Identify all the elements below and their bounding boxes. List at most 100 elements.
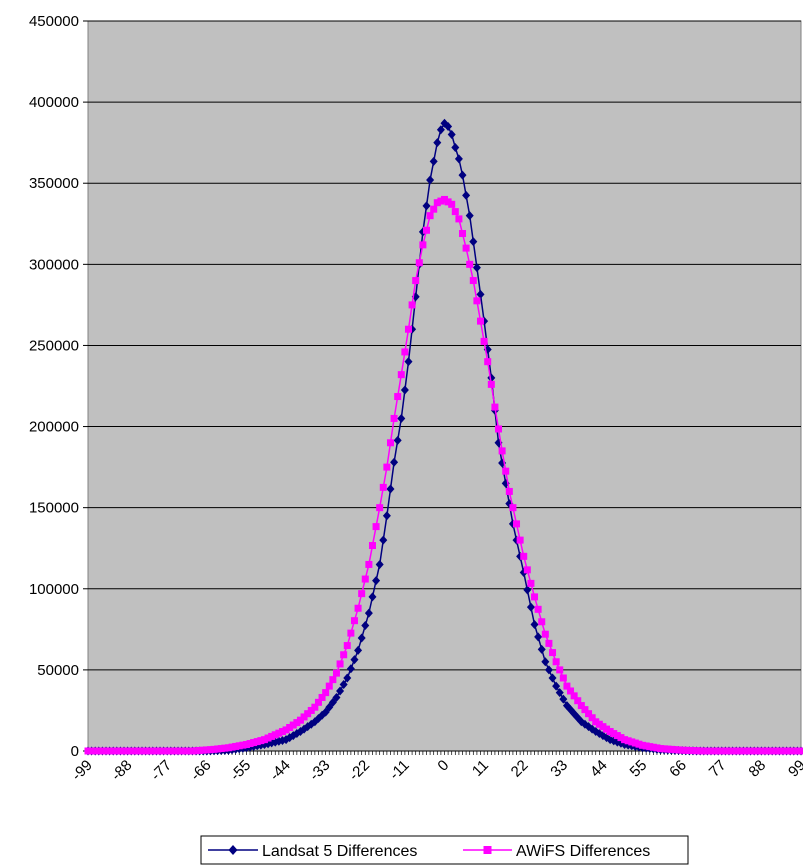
data-point <box>134 747 142 755</box>
x-tick-label: -99 <box>68 757 95 784</box>
data-point <box>120 747 128 755</box>
data-point <box>534 605 542 613</box>
data-point <box>513 520 521 528</box>
data-point <box>537 644 546 654</box>
data-point <box>707 747 715 755</box>
data-point <box>257 737 265 745</box>
data-point <box>649 743 657 751</box>
data-point <box>487 380 495 388</box>
data-point <box>358 590 366 598</box>
data-point <box>545 639 553 647</box>
data-point <box>192 747 200 755</box>
data-point <box>642 742 650 750</box>
data-point <box>444 121 453 131</box>
data-point <box>462 190 471 200</box>
data-point <box>271 731 279 739</box>
data-point <box>361 621 370 631</box>
data-point <box>653 744 661 752</box>
data-point <box>91 747 99 755</box>
data-point <box>714 747 722 755</box>
data-point <box>322 689 330 697</box>
data-point <box>502 467 510 475</box>
data-point <box>336 686 345 696</box>
data-point <box>523 585 532 595</box>
legend-marker <box>228 845 238 855</box>
data-point <box>754 747 762 755</box>
data-point <box>376 504 384 512</box>
data-point <box>667 745 675 753</box>
data-point <box>646 743 654 751</box>
data-point <box>732 747 740 755</box>
data-point <box>505 487 513 495</box>
data-point <box>484 358 492 366</box>
data-point <box>116 747 124 755</box>
x-axis: -99 -88 -77 -66 -55 -44 -33 -22 -11 0 11 22 33 44 55 66… <box>68 750 803 784</box>
data-point <box>364 608 373 618</box>
data-point <box>729 747 737 755</box>
x-tick-label: 77 <box>706 757 730 781</box>
data-point <box>541 630 549 638</box>
data-point <box>264 734 272 742</box>
data-point <box>138 747 146 755</box>
data-point <box>206 746 214 754</box>
data-point <box>689 747 697 755</box>
data-point <box>174 747 182 755</box>
grid-lines <box>88 20 801 671</box>
data-point <box>397 371 405 379</box>
x-tick-label: -11 <box>386 757 413 784</box>
y-tick-label: 400000 <box>29 94 79 111</box>
x-tick-label: 33 <box>547 757 571 781</box>
data-point <box>170 747 178 755</box>
data-point <box>235 742 243 750</box>
data-point <box>419 241 427 249</box>
data-point <box>448 200 456 208</box>
data-point <box>585 710 593 718</box>
data-point <box>167 747 175 755</box>
data-point <box>700 747 708 755</box>
data-point <box>621 736 629 744</box>
legend-items: Landsat 5 Differences AWiFS Differences <box>208 843 650 860</box>
data-point <box>239 741 247 749</box>
data-point <box>476 289 485 299</box>
data-point <box>372 576 381 586</box>
data-point <box>447 130 456 140</box>
data-point <box>768 747 776 755</box>
data-point <box>454 154 463 164</box>
data-point <box>556 666 564 674</box>
x-tick-label: -44 <box>267 757 294 784</box>
data-point <box>599 723 607 731</box>
data-point <box>441 195 448 203</box>
data-point <box>531 593 539 601</box>
data-point <box>224 744 232 752</box>
data-point <box>526 602 535 612</box>
data-point <box>304 710 312 718</box>
data-point <box>465 211 474 221</box>
data-point <box>567 687 575 695</box>
data-point <box>109 747 117 755</box>
data-point <box>142 747 150 755</box>
data-point <box>361 575 369 583</box>
data-point <box>797 747 803 755</box>
data-point <box>340 651 348 659</box>
data-point <box>444 198 452 206</box>
data-point <box>498 447 506 455</box>
data-point <box>581 706 589 714</box>
x-tick-label: 55 <box>627 757 651 781</box>
data-point <box>95 747 103 755</box>
data-point <box>408 301 416 309</box>
data-point <box>311 703 319 711</box>
data-point <box>357 633 366 643</box>
data-point <box>318 693 326 701</box>
data-point <box>786 747 794 755</box>
data-point <box>379 483 387 491</box>
data-point <box>429 156 438 166</box>
data-point <box>603 725 611 733</box>
data-point <box>325 682 333 690</box>
data-point <box>779 747 787 755</box>
data-point <box>516 536 524 544</box>
data-point <box>343 673 352 683</box>
data-point <box>671 746 679 754</box>
data-point <box>354 604 362 612</box>
data-point <box>156 747 164 755</box>
data-point <box>462 244 470 252</box>
